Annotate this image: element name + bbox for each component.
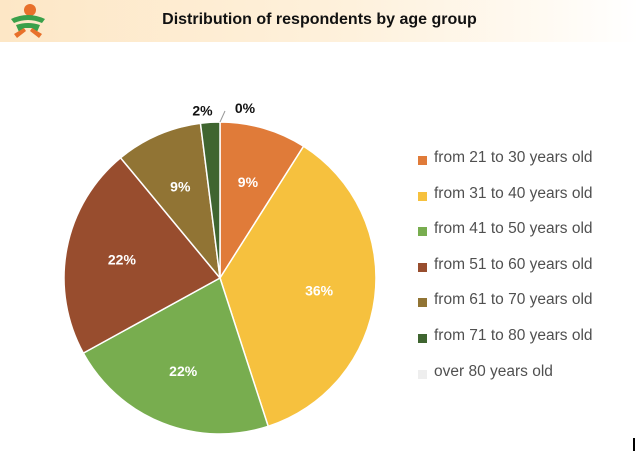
legend-label: from 21 to 30 years old — [434, 149, 593, 166]
pie-slice — [199, 121, 221, 279]
legend-label: from 41 to 50 years old — [434, 220, 593, 238]
slice-label: 9% — [238, 174, 259, 190]
pie-slice — [119, 122, 222, 281]
legend-label: from 61 to 70 years old — [434, 291, 593, 309]
legend-swatch — [418, 262, 427, 272]
pie-slice — [82, 276, 270, 435]
legend-swatch — [418, 227, 427, 237]
legend-swatch — [418, 369, 427, 379]
leader-line — [219, 110, 226, 123]
chart-title: Distribution of respondents by age group — [162, 11, 477, 28]
slice-label: 22% — [108, 251, 137, 267]
pie-slice — [63, 156, 222, 355]
legend-swatch — [418, 333, 427, 343]
pie-slice — [219, 121, 305, 281]
slice-label: 22% — [169, 363, 198, 379]
legend-swatch — [418, 156, 427, 165]
legend-label: from 51 to 60 years old — [434, 255, 593, 273]
slice-label: 36% — [305, 283, 334, 299]
chart-header: Distribution of respondents by age group — [0, 0, 639, 42]
slice-label: 9% — [170, 178, 191, 194]
pie-slice — [219, 145, 377, 428]
legend-label: from 31 to 40 years old — [434, 184, 593, 202]
slice-label: 2% — [192, 102, 213, 118]
person-logo-icon — [11, 4, 45, 38]
slice-label: 0% — [235, 100, 256, 116]
legend-label: over 80 years old — [434, 362, 553, 380]
legend-swatch — [418, 298, 427, 308]
legend-label: from 71 to 80 years old — [434, 326, 593, 344]
text-cursor — [633, 438, 635, 451]
legend-swatch — [418, 191, 427, 201]
